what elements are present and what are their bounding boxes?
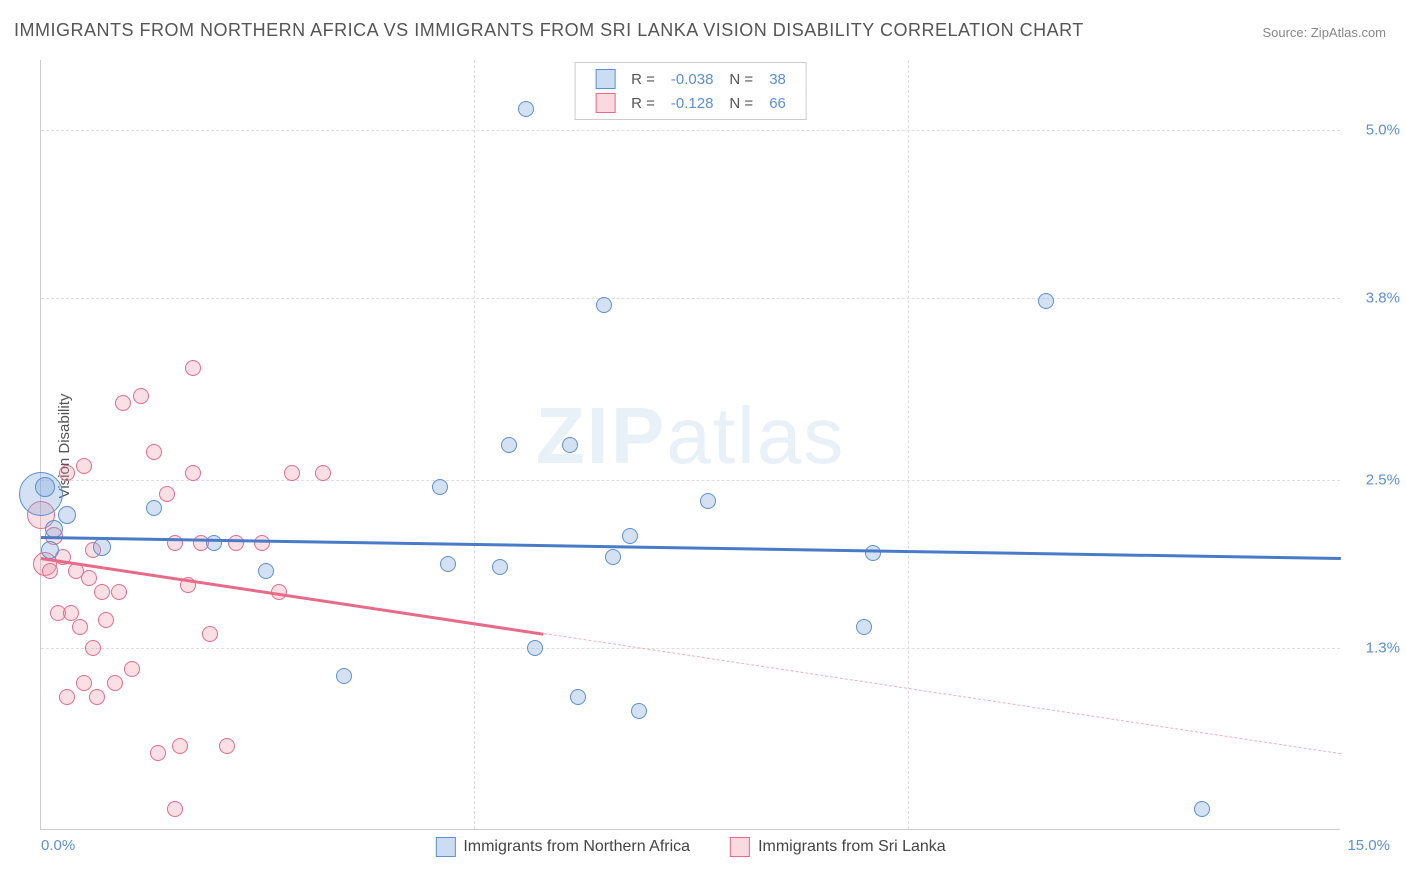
n-value-blue: 38 [761,67,794,91]
data-point [258,563,274,579]
data-point [89,689,105,705]
data-point [93,538,111,556]
watermark-atlas: atlas [666,390,845,479]
data-point [631,703,647,719]
data-point [159,486,175,502]
gridline-h [41,648,1340,649]
data-point [107,675,123,691]
gridline-h [41,298,1340,299]
data-point [81,570,97,586]
watermark: ZIPatlas [536,389,845,481]
data-point [492,559,508,575]
data-point [856,619,872,635]
data-point [85,640,101,656]
data-point [41,541,59,559]
data-point [146,444,162,460]
r-label-pink: R = [623,91,663,115]
data-point [284,465,300,481]
r-value-pink: -0.128 [663,91,722,115]
data-point [167,801,183,817]
trend-line [544,633,1341,754]
data-point [133,388,149,404]
source-label: Source: ZipAtlas.com [1262,25,1386,40]
legend-row-blue: R = -0.038 N = 38 [587,67,794,91]
data-point [42,563,58,579]
y-tick-label: 1.3% [1366,640,1400,657]
y-tick-label: 5.0% [1366,122,1400,139]
y-tick-label: 2.5% [1366,472,1400,489]
data-point [315,465,331,481]
swatch-pink-icon [595,93,615,113]
gridline-h [41,480,1340,481]
data-point [94,584,110,600]
data-point [440,556,456,572]
data-point [570,689,586,705]
data-point [59,689,75,705]
y-tick-label: 3.8% [1366,290,1400,307]
legend-item-pink: Immigrants from Sri Lanka [730,837,946,857]
r-value-blue: -0.038 [663,67,722,91]
n-label-pink: N = [721,91,761,115]
data-point [527,640,543,656]
n-value-pink: 66 [761,91,794,115]
gridline-h [41,130,1340,131]
gridline-v [474,60,475,829]
watermark-zip: ZIP [536,390,666,479]
data-point [206,535,222,551]
data-point [98,612,114,628]
data-point [111,584,127,600]
swatch-blue-icon [595,69,615,89]
legend-row-pink: R = -0.128 N = 66 [587,91,794,115]
x-tick-label: 0.0% [41,837,75,854]
series-legend: Immigrants from Northern Africa Immigran… [435,837,945,857]
data-point [59,465,75,481]
data-point [172,738,188,754]
correlation-legend: R = -0.038 N = 38 R = -0.128 N = 66 [574,62,807,120]
legend-item-blue: Immigrants from Northern Africa [435,837,690,857]
data-point [124,661,140,677]
data-point [518,101,534,117]
data-point [336,668,352,684]
data-point [596,297,612,313]
data-point [501,437,517,453]
data-point [115,395,131,411]
data-point [1194,801,1210,817]
data-point [254,535,270,551]
data-point [1038,293,1054,309]
data-point [185,360,201,376]
n-label-blue: N = [721,67,761,91]
x-tick-label: 15.0% [1347,837,1390,854]
data-point [76,458,92,474]
data-point [150,745,166,761]
swatch-blue-icon [435,837,455,857]
data-point [185,465,201,481]
data-point [76,675,92,691]
data-point [622,528,638,544]
series-name-pink: Immigrants from Sri Lanka [758,838,946,856]
data-point [562,437,578,453]
chart-area: ZIPatlas R = -0.038 N = 38 R = -0.128 N … [40,60,1340,830]
data-point [432,479,448,495]
data-point [202,626,218,642]
data-point [865,545,881,561]
data-point [35,477,55,497]
chart-title: IMMIGRANTS FROM NORTHERN AFRICA VS IMMIG… [14,20,1084,41]
data-point [58,506,76,524]
swatch-pink-icon [730,837,750,857]
data-point [72,619,88,635]
data-point [146,500,162,516]
data-point [605,549,621,565]
data-point [700,493,716,509]
data-point [228,535,244,551]
series-name-blue: Immigrants from Northern Africa [463,838,690,856]
data-point [219,738,235,754]
r-label-blue: R = [623,67,663,91]
gridline-v [908,60,909,829]
